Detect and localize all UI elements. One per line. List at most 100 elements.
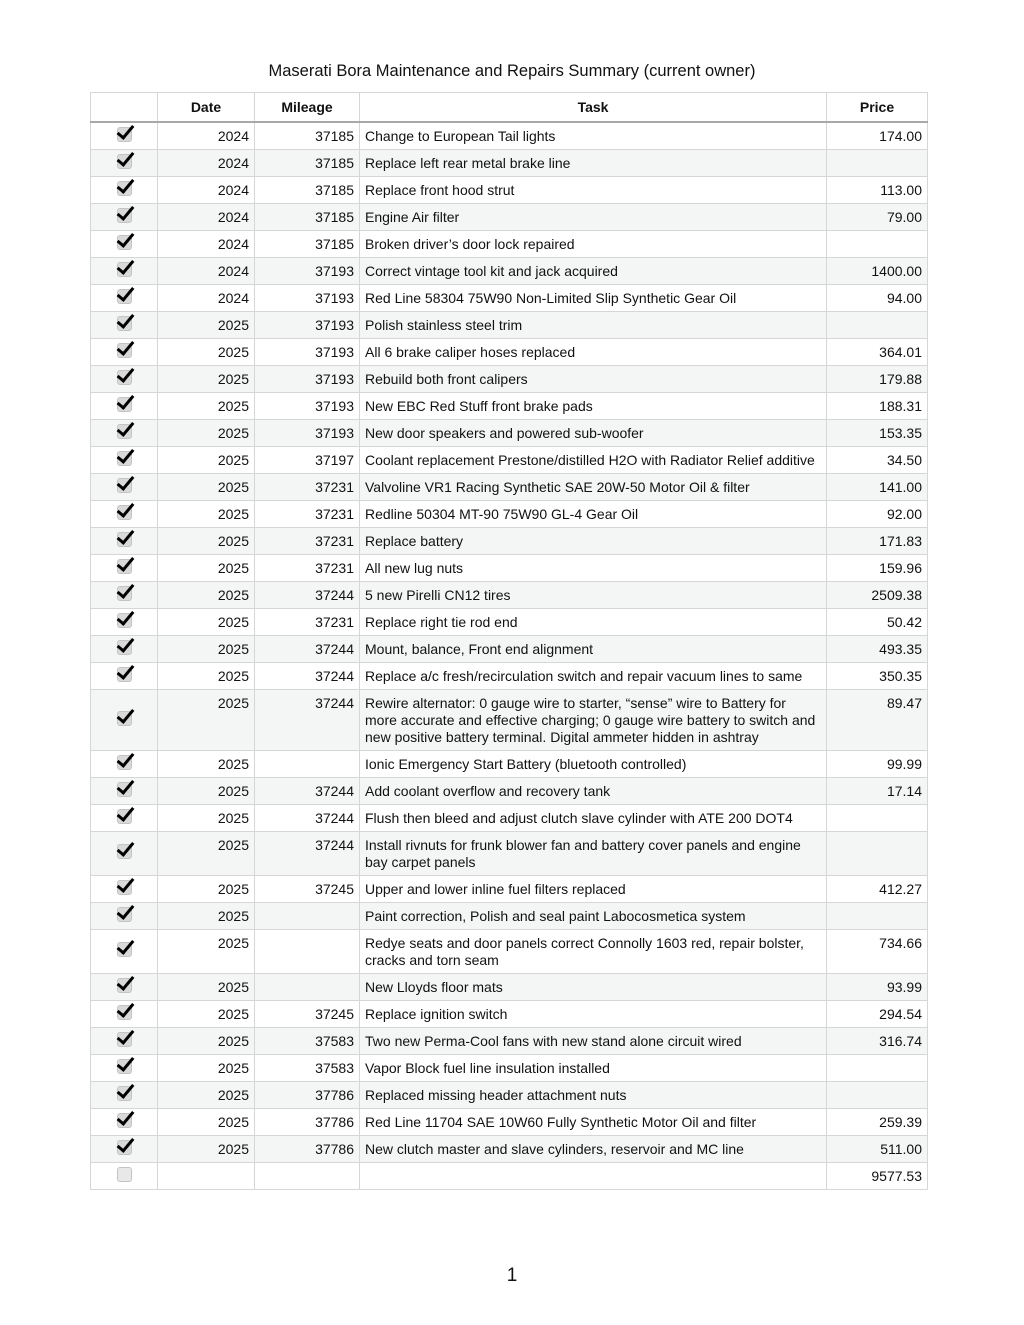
checkbox[interactable] bbox=[116, 585, 132, 601]
checkbox[interactable] bbox=[116, 477, 132, 493]
checkbox[interactable] bbox=[116, 315, 132, 331]
mileage-cell: 37244 bbox=[254, 831, 360, 876]
date-cell: 2025 bbox=[157, 902, 255, 930]
table-row: 2025 37786 Replaced missing header attachm… bbox=[90, 1081, 928, 1109]
task-cell: Broken driver’s door lock repaired bbox=[359, 230, 827, 258]
task-cell: New door speakers and powered sub-woofer bbox=[359, 419, 827, 447]
checkbox[interactable] bbox=[116, 261, 132, 277]
table-row: 2025 37244 Install rivnuts for frunk blowe… bbox=[90, 831, 928, 876]
checkbox-cell bbox=[90, 203, 158, 231]
price-cell: 412.27 bbox=[826, 875, 928, 903]
date-cell: 2025 bbox=[157, 831, 255, 876]
checkbox-cell bbox=[90, 750, 158, 778]
task-cell: Vapor Block fuel line insulation install… bbox=[359, 1054, 827, 1082]
table-row: 2024 37185 Engine Air filter 79.00 bbox=[90, 203, 928, 231]
checkbox[interactable] bbox=[116, 288, 132, 304]
checkbox[interactable] bbox=[116, 1058, 132, 1074]
price-cell: 493.35 bbox=[826, 635, 928, 663]
checkbox[interactable] bbox=[116, 1112, 132, 1128]
date-cell: 2025 bbox=[157, 777, 255, 805]
date-cell: 2025 bbox=[157, 1000, 255, 1028]
checkbox-cell bbox=[90, 875, 158, 903]
table-row: 2025 37244 5 new Pirelli CN12 tires 2509.38 bbox=[90, 581, 928, 609]
checkbox[interactable] bbox=[116, 666, 132, 682]
checkbox[interactable] bbox=[116, 1004, 132, 1020]
price-cell: 34.50 bbox=[826, 446, 928, 474]
header-row: Date Mileage Task Price bbox=[90, 92, 928, 123]
checkbox[interactable] bbox=[116, 639, 132, 655]
checkbox[interactable] bbox=[116, 612, 132, 628]
mileage-cell bbox=[254, 750, 360, 778]
checkbox[interactable] bbox=[116, 180, 132, 196]
task-cell: New EBC Red Stuff front brake pads bbox=[359, 392, 827, 420]
price-cell: 17.14 bbox=[826, 777, 928, 805]
price-cell: 159.96 bbox=[826, 554, 928, 582]
price-cell bbox=[826, 149, 928, 177]
date-cell: 2025 bbox=[157, 875, 255, 903]
price-cell bbox=[826, 831, 928, 876]
date-cell: 2025 bbox=[157, 750, 255, 778]
checkbox[interactable] bbox=[116, 126, 132, 142]
checkbox-cell bbox=[90, 338, 158, 366]
task-cell: All new lug nuts bbox=[359, 554, 827, 582]
checkbox-cell bbox=[90, 689, 158, 751]
checkbox[interactable] bbox=[116, 153, 132, 169]
checkbox[interactable] bbox=[116, 710, 132, 726]
checkbox[interactable] bbox=[116, 781, 132, 797]
table-row: 2024 37193 Correct vintage tool kit and ja… bbox=[90, 257, 928, 285]
checkbox[interactable] bbox=[116, 450, 132, 466]
checkbox[interactable] bbox=[116, 942, 132, 957]
checkbox[interactable] bbox=[116, 1166, 132, 1182]
checkbox[interactable] bbox=[116, 423, 132, 439]
table-row: 2025 37244 Flush then bleed and adjust clu… bbox=[90, 804, 928, 832]
checkbox-cell bbox=[90, 121, 158, 150]
checkbox[interactable] bbox=[116, 906, 132, 922]
table-row: 2025 37193 Rebuild both front calipers 179.… bbox=[90, 365, 928, 393]
checkbox[interactable] bbox=[116, 844, 132, 859]
date-cell: 2024 bbox=[157, 230, 255, 258]
date-cell: 2024 bbox=[157, 257, 255, 285]
checkbox[interactable] bbox=[116, 558, 132, 574]
checkbox[interactable] bbox=[116, 396, 132, 412]
task-cell: Red Line 58304 75W90 Non-Limited Slip Sy… bbox=[359, 284, 827, 312]
date-cell: 2025 bbox=[157, 392, 255, 420]
date-cell: 2025 bbox=[157, 527, 255, 555]
checkbox-cell bbox=[90, 804, 158, 832]
price-cell: 1400.00 bbox=[826, 257, 928, 285]
checkbox[interactable] bbox=[116, 531, 132, 547]
checkbox[interactable] bbox=[116, 369, 132, 385]
checkbox-cell bbox=[90, 777, 158, 805]
mileage-cell: 37244 bbox=[254, 662, 360, 690]
checkbox[interactable] bbox=[116, 234, 132, 250]
checkbox-cell bbox=[90, 1027, 158, 1055]
date-cell: 2025 bbox=[157, 419, 255, 447]
table-row: 2025 37786 New clutch master and slave cyl… bbox=[90, 1135, 928, 1163]
task-cell: Coolant replacement Prestone/distilled H… bbox=[359, 446, 827, 474]
checkbox[interactable] bbox=[116, 207, 132, 223]
mileage-cell: 37185 bbox=[254, 121, 360, 150]
checkbox[interactable] bbox=[116, 342, 132, 358]
checkbox[interactable] bbox=[116, 808, 132, 824]
date-cell: 2025 bbox=[157, 635, 255, 663]
checkbox[interactable] bbox=[116, 1139, 132, 1155]
mileage-cell: 37231 bbox=[254, 500, 360, 528]
checkbox[interactable] bbox=[116, 1031, 132, 1047]
table-row: 2025 37231 Replace battery 171.83 bbox=[90, 527, 928, 555]
task-cell: 5 new Pirelli CN12 tires bbox=[359, 581, 827, 609]
checkbox[interactable] bbox=[116, 977, 132, 993]
price-cell: 113.00 bbox=[826, 176, 928, 204]
date-cell: 2025 bbox=[157, 338, 255, 366]
mileage-cell: 37244 bbox=[254, 581, 360, 609]
table-row: 2025 37231 Replace right tie rod end 50.42 bbox=[90, 608, 928, 636]
table-row: 2025 37193 Polish stainless steel trim bbox=[90, 311, 928, 339]
checkbox[interactable] bbox=[116, 504, 132, 520]
checkbox[interactable] bbox=[116, 1085, 132, 1101]
checkbox[interactable] bbox=[116, 754, 132, 770]
task-cell: Replace left rear metal brake line bbox=[359, 149, 827, 177]
checkbox[interactable] bbox=[116, 879, 132, 895]
checkbox-cell bbox=[90, 973, 158, 1001]
mileage-cell: 37193 bbox=[254, 311, 360, 339]
price-cell bbox=[826, 230, 928, 258]
price-cell: 350.35 bbox=[826, 662, 928, 690]
price-cell: 79.00 bbox=[826, 203, 928, 231]
